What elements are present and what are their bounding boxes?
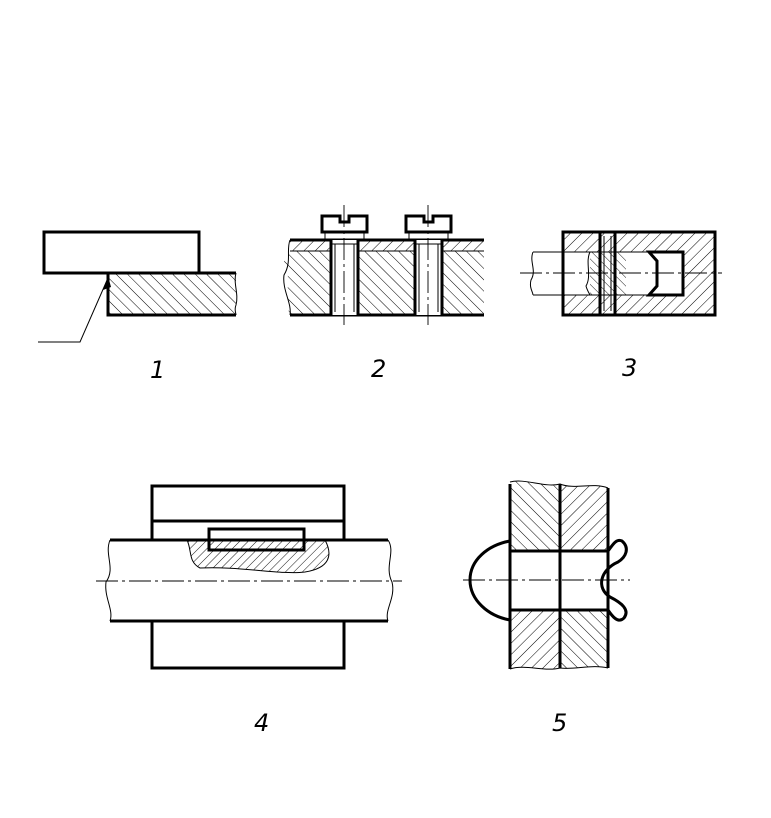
lower-plate [108,273,236,315]
figure-3-pin-joint [520,230,722,317]
key [207,527,306,552]
plate-right-top [560,484,608,551]
figure-5-label: 5 [552,709,567,737]
shaft-keyseat-hatch [187,540,329,573]
plate-left-top [510,481,560,551]
rivet-tail [600,538,628,622]
hub-upper [150,484,346,523]
shaft [110,538,388,623]
upper-plate [42,230,201,275]
plate-left-bottom [510,610,560,670]
screw-1 [320,205,369,325]
plate-right-bottom [560,610,608,669]
figure-1-label: 1 [150,356,165,384]
shaft [529,251,600,296]
leader-arrow [103,276,111,290]
rivet-head [468,539,511,622]
screw-2 [404,205,453,325]
figure-2-screw-joint [283,205,484,325]
figure-3-label: 3 [622,354,637,382]
figure-4-label: 4 [254,709,269,737]
shaft-end-hatch [590,252,626,295]
pin [598,230,617,317]
hub-lower [150,619,346,670]
top-strip [290,240,484,251]
lower-plate-break-line [234,272,238,316]
figure-2-label: 2 [371,355,386,383]
figure-1-lap-joint [38,230,238,343]
figure-4-key-joint [96,484,402,670]
base-block [284,251,484,315]
leader-line [38,277,109,343]
figure-5-rivet-joint [463,480,630,670]
